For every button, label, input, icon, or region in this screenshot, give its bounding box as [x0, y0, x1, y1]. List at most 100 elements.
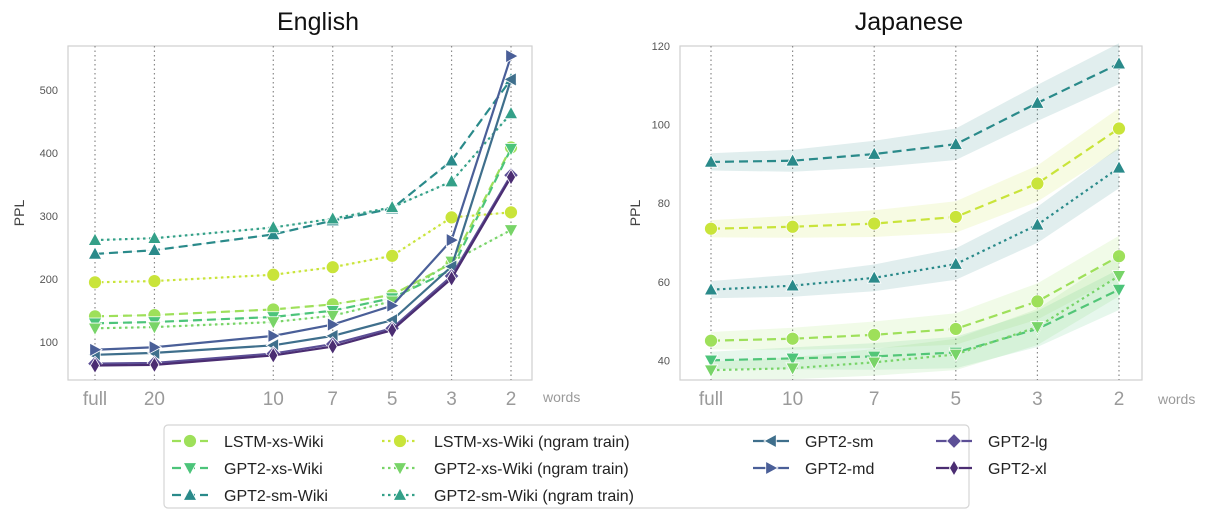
data-point — [384, 199, 400, 213]
y-tick-label: 500 — [40, 85, 58, 97]
series-line — [710, 127, 1120, 230]
legend-label: GPT2-lg — [988, 434, 1048, 451]
x-tick-label: 5 — [951, 389, 962, 410]
data-point — [268, 346, 279, 364]
series-line — [710, 274, 1120, 372]
data-point — [785, 219, 800, 234]
data-point — [446, 270, 457, 288]
series-gpt2-sm-wiki — [703, 43, 1127, 172]
plot-area — [679, 45, 1143, 381]
data-point — [147, 242, 162, 256]
legend-marker — [182, 462, 198, 476]
data-point — [504, 205, 518, 220]
data-point — [867, 216, 882, 231]
x-tick-label: 10 — [263, 389, 284, 410]
legend-entry-gpt2-xl: GPT2-xl — [936, 459, 1047, 478]
y-tick-label: 40 — [658, 355, 670, 367]
chart-panel-english: full 20 10 7 5 3 2 100 200 300 400 500 English PPL wor… — [11, 8, 580, 410]
series-line — [710, 255, 1120, 342]
data-point — [325, 260, 340, 275]
data-point — [505, 168, 517, 186]
data-point — [87, 322, 103, 337]
legend-entry-gpt2-sm-wiki: GPT2-sm-Wiki — [172, 487, 328, 505]
x-tick-label: 2 — [506, 389, 517, 410]
data-point — [87, 232, 103, 246]
legend-marker — [183, 434, 197, 448]
data-point — [867, 327, 882, 342]
y-tick-label: 80 — [658, 198, 670, 210]
series-lstm-xs-wiki-ngram-train — [704, 108, 1126, 238]
data-point — [866, 269, 882, 284]
data-point — [1111, 270, 1127, 284]
data-point — [266, 267, 281, 282]
data-point — [444, 152, 459, 167]
data-point — [147, 274, 162, 288]
data-point — [785, 277, 800, 292]
data-point — [149, 356, 160, 374]
chart-panel-japanese: full 10 7 5 3 2 40 60 80 100 120 Japanese PPL words — [627, 8, 1195, 410]
legend: LSTM-xs-Wiki GPT2-xs-Wiki GPT2-sm-Wiki LSTM… — [163, 424, 1048, 509]
x-tick-label: 20 — [144, 389, 165, 410]
data-point — [785, 352, 800, 367]
legend-marker — [763, 433, 777, 449]
legend-label: LSTM-xs-Wiki (ngram train) — [434, 434, 630, 451]
data-point — [1112, 121, 1126, 136]
y-axis-label: PPL — [11, 200, 27, 227]
x-tick-label: 10 — [782, 389, 803, 410]
data-point — [87, 246, 103, 260]
series-gpt2-xs-wiki-ngram-train — [703, 255, 1127, 380]
data-point — [704, 221, 718, 236]
legend-marker — [393, 434, 407, 448]
series-lstm-xs-wiki-ngram-train — [88, 205, 518, 290]
data-point — [265, 219, 281, 234]
data-point — [444, 173, 459, 188]
data-point — [948, 348, 964, 363]
legend-entry-gpt2-xs-wiki-ngram-train: GPT2-xs-Wiki (ngram train) — [382, 461, 629, 478]
x-tick-label: 7 — [869, 389, 880, 410]
series-line — [710, 62, 1120, 164]
data-point — [785, 362, 800, 377]
legend-entry-lstm-xs-wiki: LSTM-xs-Wiki — [172, 434, 324, 451]
chart-title: English — [277, 8, 359, 36]
legend-label: GPT2-xs-Wiki — [224, 461, 323, 478]
legend-label: GPT2-xl — [988, 461, 1047, 478]
legend-marker — [392, 487, 408, 501]
legend-label: GPT2-sm-Wiki (ngram train) — [434, 488, 634, 505]
data-point — [785, 152, 800, 167]
data-point — [386, 298, 400, 313]
data-point — [148, 339, 163, 355]
legend-entry-gpt2-sm: GPT2-sm — [753, 433, 873, 451]
legend-marker — [392, 462, 408, 476]
data-point — [1111, 283, 1127, 298]
series-gpt2-sm-wiki-ngram-train — [703, 147, 1127, 299]
data-point — [866, 356, 882, 371]
data-point — [703, 154, 719, 168]
x-tick-label: 5 — [387, 389, 398, 410]
x-tick-label: full — [83, 389, 107, 410]
y-tick-label: 200 — [40, 274, 58, 286]
y-tick-label: 300 — [40, 211, 58, 223]
legend-entry-lstm-xs-wiki-ngram-train: LSTM-xs-Wiki (ngram train) — [382, 434, 630, 451]
series-lstm-xs-wiki — [704, 235, 1126, 350]
data-point — [704, 333, 718, 348]
data-point — [89, 342, 103, 358]
x-tick-label: full — [699, 389, 723, 410]
confidence-band — [711, 235, 1119, 350]
data-point — [948, 322, 963, 336]
data-point — [703, 281, 719, 296]
data-point — [325, 210, 341, 225]
data-point — [503, 72, 517, 87]
data-point — [1030, 216, 1045, 231]
data-point — [1030, 95, 1045, 109]
data-point — [267, 328, 282, 344]
series-gpt2-md — [89, 48, 519, 358]
series-line — [710, 288, 1120, 362]
data-point — [1111, 159, 1127, 174]
legend-marker — [946, 433, 962, 449]
confidence-band — [711, 108, 1119, 238]
series-line — [710, 166, 1120, 291]
data-point — [385, 248, 400, 263]
legend-marker — [182, 487, 198, 501]
data-point — [327, 338, 338, 356]
